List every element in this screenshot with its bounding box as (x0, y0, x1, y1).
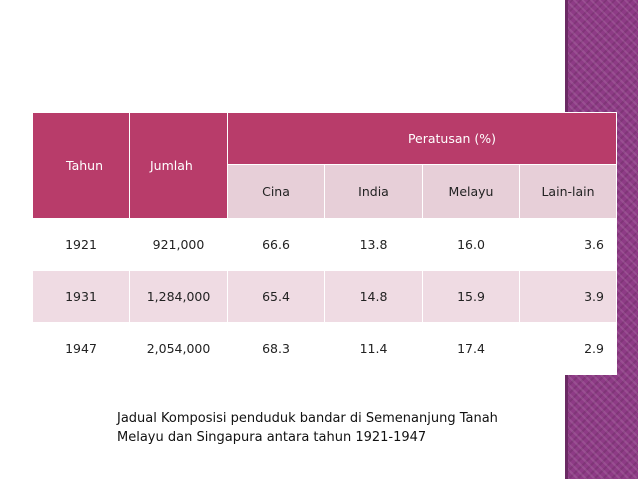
header-tahun: Tahun (32, 112, 130, 219)
cell-india: 13.8 (324, 218, 423, 271)
cell-lain-lain: 2.9 (519, 322, 617, 375)
header-cina: Cina (227, 164, 325, 219)
caption-line-1: Jadual Komposisi penduduk bandar di Seme… (117, 411, 498, 426)
cell-cina: 66.6 (227, 218, 325, 271)
table-row: 1947 2,054,000 68.3 11.4 17.4 2.9 (32, 322, 617, 375)
decorative-side-strip (568, 0, 638, 479)
cell-tahun: 1931 (32, 270, 130, 323)
cell-lain-lain: 3.6 (519, 218, 617, 271)
cell-tahun: 1921 (32, 218, 130, 271)
header-melayu: Melayu (422, 164, 520, 219)
table-row: 1931 1,284,000 65.4 14.8 15.9 3.9 (32, 270, 617, 323)
cell-tahun: 1947 (32, 322, 130, 375)
cell-india: 14.8 (324, 270, 423, 323)
cell-jumlah: 1,284,000 (129, 270, 228, 323)
cell-melayu: 16.0 (422, 218, 520, 271)
cell-melayu: 15.9 (422, 270, 520, 323)
cell-lain-lain: 3.9 (519, 270, 617, 323)
population-table: Tahun Jumlah Peratusan (%) Cina India Me… (32, 112, 617, 375)
header-india: India (324, 164, 423, 219)
cell-jumlah: 921,000 (129, 218, 228, 271)
cell-cina: 65.4 (227, 270, 325, 323)
cell-cina: 68.3 (227, 322, 325, 375)
cell-india: 11.4 (324, 322, 423, 375)
table-caption: Jadual Komposisi penduduk bandar di Seme… (117, 409, 557, 447)
table-row: 1921 921,000 66.6 13.8 16.0 3.6 (32, 218, 617, 271)
header-lain-lain: Lain-lain (519, 164, 617, 219)
header-jumlah: Jumlah (129, 112, 228, 219)
cell-jumlah: 2,054,000 (129, 322, 228, 375)
cell-melayu: 17.4 (422, 322, 520, 375)
header-peratusan: Peratusan (%) (227, 112, 617, 165)
caption-line-2: Melayu dan Singapura antara tahun 1921-1… (117, 430, 427, 445)
